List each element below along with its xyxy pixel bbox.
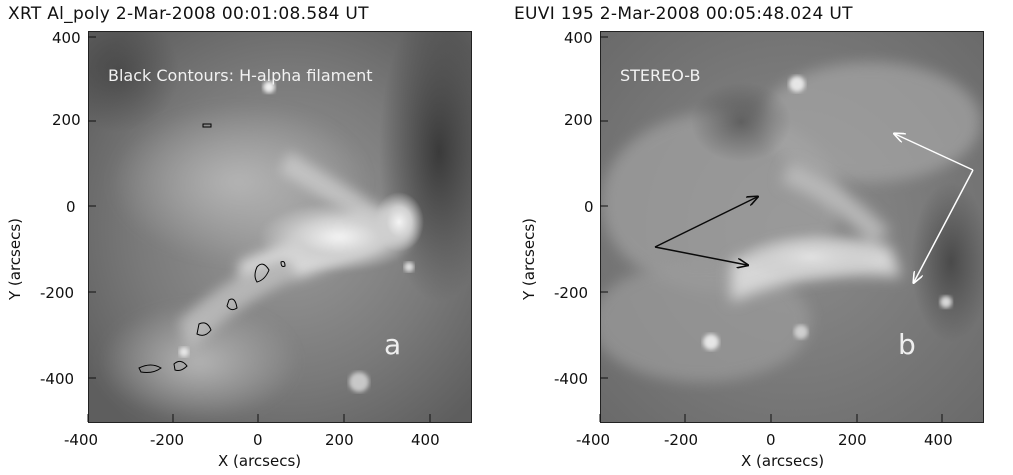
panel-a-xtick: -400 <box>64 431 99 449</box>
panel-b-xtick: -200 <box>664 431 699 449</box>
panel-a-ytick: 400 <box>52 29 81 47</box>
panel-b-title: EUVI 195 2-Mar-2008 00:05:48.024 UT <box>514 4 853 24</box>
panel-b-ytick: 400 <box>564 29 593 47</box>
panel-b-xlabel: X (arcsecs) <box>741 452 825 470</box>
panel-a-ytick: -200 <box>40 284 75 302</box>
panel-a-xtick: 400 <box>411 431 440 449</box>
panel-b-xtick: 400 <box>924 431 953 449</box>
panel-a-xlabel: X (arcsecs) <box>218 452 302 470</box>
panel-a: XRT Al_poly 2-Mar-2008 00:01:08.584 UT Y… <box>0 0 506 475</box>
panel-b-xtick: 200 <box>838 431 867 449</box>
panel-b-xtick: -400 <box>576 431 611 449</box>
panel-b-ytick: 200 <box>564 111 593 129</box>
panel-b: EUVI 195 2-Mar-2008 00:05:48.024 UT Y (a… <box>506 0 1012 475</box>
panel-a-xtick: 0 <box>253 431 263 449</box>
panel-b-ytick: -200 <box>554 284 589 302</box>
panel-a-title: XRT Al_poly 2-Mar-2008 00:01:08.584 UT <box>8 4 369 24</box>
panel-b-ytick: 0 <box>584 198 594 216</box>
panel-a-ytick: -400 <box>40 370 75 388</box>
xrt-image <box>88 31 472 423</box>
panel-b-letter: b <box>898 328 916 361</box>
contours-annotation: Black Contours: H-alpha filament <box>108 66 373 85</box>
panel-a-ytick: 200 <box>52 111 81 129</box>
panel-b-xtick: 0 <box>766 431 776 449</box>
panel-a-xtick: -200 <box>150 431 185 449</box>
panel-a-ytick: 0 <box>66 198 76 216</box>
euvi-image <box>600 31 984 423</box>
stereo-annotation: STEREO-B <box>620 66 701 85</box>
panel-b-ytick: -400 <box>554 370 589 388</box>
panel-a-letter: a <box>384 328 402 361</box>
panel-a-xtick: 200 <box>325 431 354 449</box>
